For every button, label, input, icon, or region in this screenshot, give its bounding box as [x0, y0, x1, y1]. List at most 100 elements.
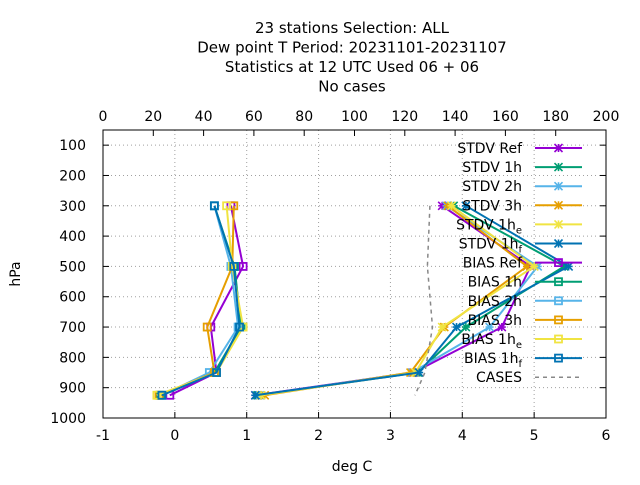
x-tick-label: 3: [386, 428, 395, 444]
y-tick-label: 400: [59, 229, 86, 245]
legend-marker: [554, 258, 563, 268]
series-12: [414, 205, 434, 396]
y-tick-label: 800: [59, 350, 86, 366]
data-point: [437, 322, 447, 332]
series-7: [156, 201, 246, 400]
legend-marker: [553, 219, 564, 229]
y-tick-label: 100: [59, 138, 86, 154]
legend-label-text: BIAS 1h: [464, 351, 518, 367]
x-axis-label: deg C: [332, 459, 373, 475]
legend-marker: [554, 334, 563, 344]
legend-entry: BIAS 1hf: [464, 351, 582, 370]
series-11: [157, 201, 244, 400]
title-line: 23 stations Selection: ALL: [255, 19, 450, 37]
legend-label-text: BIAS 3h: [468, 313, 522, 329]
legend-label-text: STDV 2h: [462, 179, 522, 195]
y-tick-label: 500: [59, 259, 86, 275]
data-point: [485, 322, 495, 332]
legend-entry: STDV 1hf: [459, 237, 582, 256]
x-tick-label: 0: [170, 428, 179, 444]
data-point: [235, 322, 244, 332]
legend-label-subscript: f: [518, 245, 522, 256]
legend-marker: [554, 353, 563, 363]
x2-tick-label: 180: [542, 109, 569, 125]
data-point: [212, 368, 221, 377]
legend-label: BIAS 1h: [468, 275, 522, 291]
legend-label-text: STDV 1h: [462, 160, 522, 176]
data-point: [461, 201, 471, 211]
legend-marker: [554, 296, 563, 306]
data-point: [152, 390, 162, 400]
legend-label-text: BIAS Ref: [463, 256, 523, 272]
legend-label-text: BIAS 2h: [468, 294, 522, 310]
x-tick-label: 2: [314, 428, 323, 444]
series-line: [414, 205, 434, 396]
data-point: [222, 201, 231, 211]
series-line: [156, 205, 245, 397]
legend-entry: BIAS 2h: [468, 294, 582, 310]
series-line: [161, 205, 240, 397]
legend-entry: STDV 1h: [462, 160, 582, 176]
legend-entry: BIAS Ref: [463, 256, 582, 272]
legend-marker: [553, 238, 564, 249]
legend-marker: [553, 162, 564, 172]
grid: [102, 130, 607, 418]
y-tick-label: 700: [59, 320, 86, 336]
legend-label: STDV 1he: [456, 217, 522, 236]
series-5: [250, 201, 574, 400]
y-tick-label: 900: [59, 381, 86, 397]
legend-label-text: STDV 3h: [462, 198, 522, 214]
legend-label: STDV 2h: [462, 179, 522, 195]
data-point: [497, 322, 507, 332]
y-tick-label: 200: [59, 168, 86, 184]
x2-tick-label: 100: [341, 109, 368, 125]
title-line: No cases: [318, 78, 386, 96]
data-point: [157, 390, 167, 400]
x2-tick-label: 120: [391, 109, 418, 125]
legend-label-text: CASES: [476, 370, 522, 386]
data-point: [564, 261, 574, 271]
legend-entry: BIAS 1he: [461, 332, 582, 351]
legend-entry: STDV 2h: [462, 179, 582, 195]
x2-tick-label: 60: [245, 109, 263, 125]
series: [152, 201, 574, 400]
legend-marker: [553, 181, 564, 191]
x2-tick-label: 40: [195, 109, 213, 125]
legend-label: BIAS Ref: [463, 256, 523, 272]
x2-tick-label: 200: [593, 109, 620, 125]
axis-ticks: -1 0 1 2 3 4 5 60 20 40 60 80 100 120 140 160 180 2001002…: [50, 109, 619, 444]
title-line: Statistics at 12 UTC Used 06 + 06: [225, 58, 479, 76]
data-point: [446, 201, 457, 211]
legend-label: BIAS 1he: [461, 332, 522, 351]
legend-label: STDV 1hf: [459, 237, 523, 256]
legend-entry: STDV Ref: [457, 141, 582, 157]
data-point: [529, 261, 539, 271]
x2-tick-label: 160: [492, 109, 519, 125]
legend-label-subscript: f: [518, 359, 522, 370]
data-point: [238, 262, 248, 271]
legend-label-text: BIAS 1h: [461, 332, 515, 348]
title-line: Dew point T Period: 20231101-20231107: [197, 39, 506, 57]
chart-title: 23 stations Selection: ALL Dew point T Pe…: [197, 19, 506, 96]
legend-label: BIAS 1hf: [464, 351, 522, 370]
legend-entry: BIAS 1h: [468, 275, 582, 291]
legend-label: BIAS 3h: [468, 313, 522, 329]
data-point: [202, 322, 212, 332]
y-tick-label: 300: [59, 199, 86, 215]
x2-tick-label: 20: [144, 109, 162, 125]
x-tick-label: 6: [602, 428, 611, 444]
legend-marker: [553, 200, 564, 210]
x-tick-label: 4: [458, 428, 467, 444]
legend-entry: STDV 1he: [456, 217, 582, 236]
x-tick-label: -1: [96, 428, 110, 444]
legend-label: BIAS 2h: [468, 294, 522, 310]
legend-label: CASES: [476, 370, 522, 386]
data-point: [250, 390, 260, 400]
x-tick-label: 1: [242, 428, 251, 444]
legend-label-subscript: e: [516, 340, 522, 351]
legend-label-text: STDV 1h: [456, 217, 516, 233]
legend-marker: [553, 143, 564, 153]
x2-tick-label: 140: [442, 109, 469, 125]
